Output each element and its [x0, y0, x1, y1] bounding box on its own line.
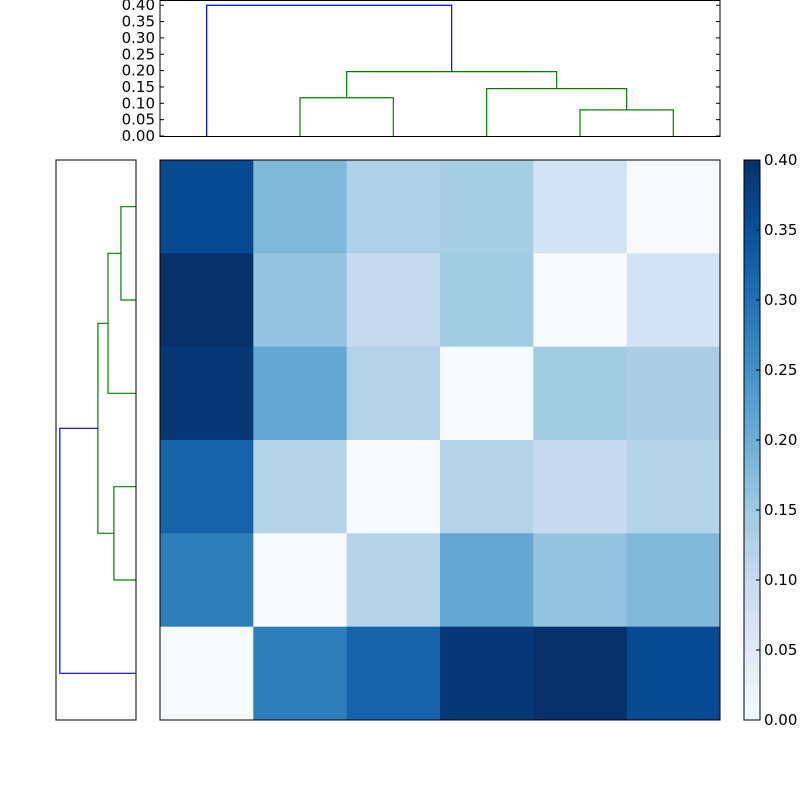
dendrogram-link — [579, 109, 674, 136]
heatmap-cell — [160, 440, 254, 534]
dendrogram-link — [107, 252, 136, 394]
heatmap-cell — [160, 626, 254, 721]
heatmap-cell — [440, 626, 534, 721]
y-tick-label: 0.00 — [122, 127, 155, 145]
colorbar-tick-label: 0.30 — [764, 291, 797, 309]
y-tick-label: 0.30 — [122, 29, 155, 47]
heatmap-cell — [440, 533, 534, 628]
colorbar-tick-label: 0.00 — [764, 711, 797, 729]
colorbar-tick-label: 0.10 — [764, 571, 797, 589]
heatmap-cell — [626, 626, 721, 721]
dendrogram-link — [113, 486, 136, 581]
colorbar-tick-label: 0.25 — [764, 361, 797, 379]
heatmap-cell — [533, 160, 628, 254]
heatmap-cell — [440, 440, 534, 534]
heatmap-cell — [253, 160, 348, 254]
heatmap-cell — [440, 253, 534, 348]
heatmap-cell — [533, 626, 628, 721]
heatmap-cell — [346, 346, 441, 441]
heatmap-cell — [626, 160, 721, 254]
heatmap-cell — [626, 346, 721, 441]
y-tick-label: 0.05 — [122, 111, 155, 129]
dendrogram-link — [97, 322, 114, 534]
y-tick-label: 0.20 — [122, 62, 155, 80]
dendrogram-link — [486, 87, 628, 136]
y-tick-label: 0.25 — [122, 45, 155, 63]
heatmap-cell — [253, 346, 348, 441]
heatmap-cell — [346, 533, 441, 628]
y-tick-label: 0.40 — [122, 0, 155, 14]
dendrogram-link — [346, 70, 558, 98]
heatmap-cell — [160, 253, 254, 348]
heatmap-cell — [440, 346, 534, 441]
dendrogram-link — [59, 427, 136, 674]
colorbar-tick-label: 0.40 — [764, 151, 797, 169]
heatmap-cell — [160, 160, 254, 254]
dendrogram-link — [299, 97, 394, 136]
heatmap-cell — [440, 160, 534, 254]
heatmap-cell — [626, 533, 721, 628]
heatmap-cell — [346, 440, 441, 534]
heatmap-cell — [346, 626, 441, 721]
y-tick-label: 0.10 — [122, 94, 155, 112]
heatmap-cell — [533, 346, 628, 441]
heatmap-cell — [253, 533, 348, 628]
heatmap-cell — [533, 440, 628, 534]
heatmap-cell — [346, 253, 441, 348]
heatmap-cell — [253, 626, 348, 721]
heatmap-cell — [160, 533, 254, 628]
y-tick-label: 0.15 — [122, 78, 155, 96]
heatmap-frame — [159, 159, 721, 721]
colorbar-tick-label: 0.05 — [764, 641, 797, 659]
heatmap-cell — [346, 160, 441, 254]
y-tick-label: 0.35 — [122, 13, 155, 31]
heatmap-cell — [253, 253, 348, 348]
colorbar-tick-label: 0.20 — [764, 431, 797, 449]
heatmap-cell — [253, 440, 348, 534]
colorbar-tick-label: 0.15 — [764, 501, 797, 519]
heatmap-cell — [160, 346, 254, 441]
top-dendrogram-frame — [159, 0, 721, 137]
heatmap-cell — [533, 533, 628, 628]
dendrogram-link — [206, 4, 453, 136]
heatmap-cell — [626, 253, 721, 348]
heatmap-cell — [626, 440, 721, 534]
dendrogram-link — [120, 206, 136, 301]
heatmap-cell — [533, 253, 628, 348]
colorbar-tick-label: 0.35 — [764, 221, 797, 239]
left-dendrogram-frame — [55, 159, 137, 721]
